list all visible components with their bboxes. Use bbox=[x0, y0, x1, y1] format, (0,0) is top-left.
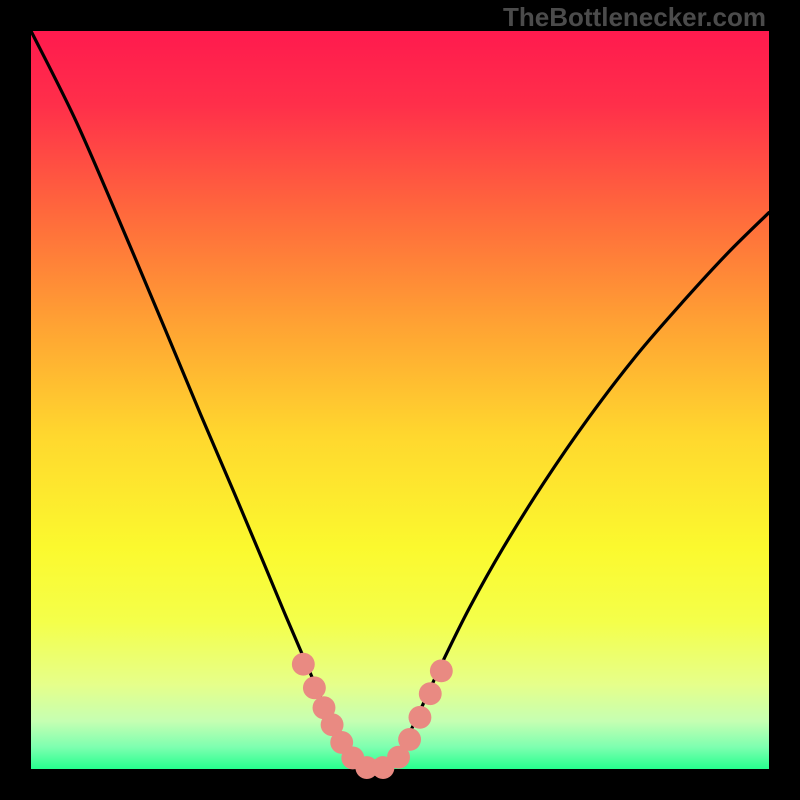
left-curve bbox=[31, 31, 363, 768]
data-dot bbox=[408, 706, 431, 729]
data-dot bbox=[419, 682, 442, 705]
chart-frame: TheBottlenecker.com bbox=[0, 0, 800, 800]
data-dot bbox=[398, 728, 421, 751]
data-dot bbox=[303, 676, 326, 699]
right-curve bbox=[385, 213, 769, 769]
plot-area bbox=[31, 31, 769, 769]
curve-overlay bbox=[31, 31, 769, 769]
data-dot bbox=[430, 659, 453, 682]
watermark-text: TheBottlenecker.com bbox=[503, 2, 766, 33]
data-dot bbox=[292, 653, 315, 676]
